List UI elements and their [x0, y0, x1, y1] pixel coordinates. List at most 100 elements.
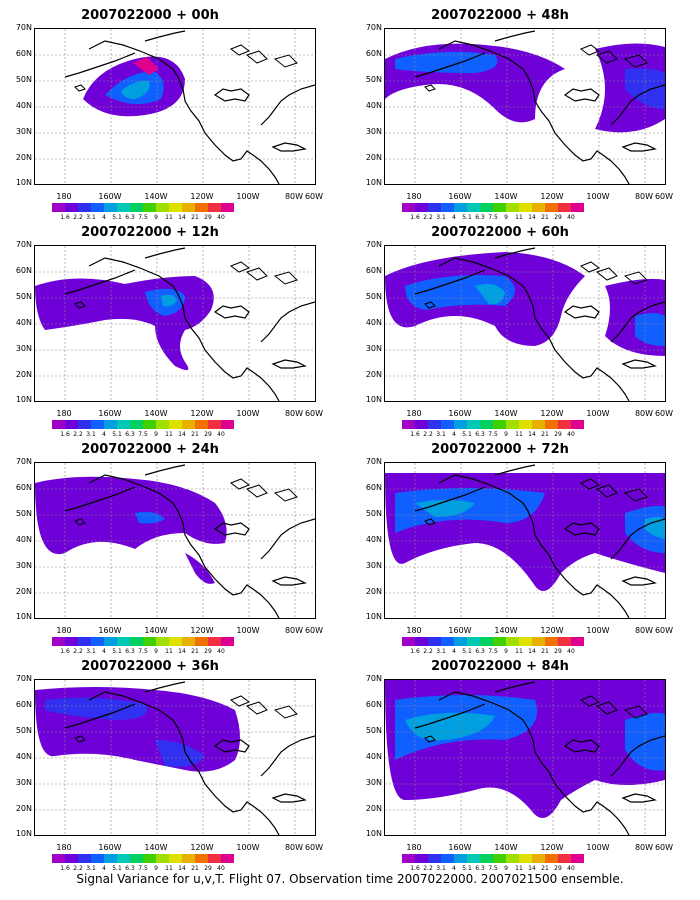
colorbar-label: 6.3 [475, 648, 485, 655]
colorbar-swatch [441, 203, 454, 212]
longitude-label: 60W [304, 626, 324, 635]
colorbar-swatch [441, 637, 454, 646]
colorbar-swatch [78, 637, 91, 646]
longitude-label: 100W [586, 409, 610, 418]
colorbar-label: 11 [515, 214, 523, 221]
longitude-label: 160W [448, 192, 472, 201]
colorbar-swatch [571, 854, 584, 863]
latitude-label: 10N [365, 178, 382, 187]
panel-title: 2007022000 + 72h [431, 442, 569, 457]
colorbar-label: 5.1 [462, 214, 472, 221]
latitude-label: 30N [365, 344, 382, 353]
longitude-label: 100W [236, 409, 260, 418]
map-frame [384, 28, 666, 185]
colorbar-label: 40 [567, 648, 575, 655]
colorbar-swatch [493, 203, 506, 212]
latitude-label: 40N [365, 535, 382, 544]
longitude-label: 120W [190, 626, 214, 635]
colorbar-label: 3.1 [86, 214, 96, 221]
variance-contour [133, 57, 159, 75]
colorbar-swatch [182, 637, 195, 646]
colorbar-label: 9 [154, 431, 158, 438]
colorbar-swatch [558, 203, 571, 212]
longitude-label: 140W [494, 192, 518, 201]
colorbar-label: 9 [154, 214, 158, 221]
colorbar-label: 3.1 [436, 648, 446, 655]
colorbar-label: 4 [452, 865, 456, 872]
colorbar-swatch [156, 854, 169, 863]
colorbar-swatch [428, 203, 441, 212]
longitude-label: 180 [406, 192, 422, 201]
colorbar-label: 6.3 [125, 431, 135, 438]
colorbar-label: 40 [217, 431, 225, 438]
colorbar-swatch [143, 420, 156, 429]
colorbar-swatch [78, 203, 91, 212]
variance-contour [45, 697, 147, 720]
longitude-label: 160W [448, 626, 472, 635]
variance-contour [35, 476, 227, 555]
coastline [414, 247, 665, 401]
colorbar-swatch [480, 637, 493, 646]
colorbar-label: 6.3 [475, 214, 485, 221]
variance-contour [121, 80, 150, 99]
latitude-label: 50N [365, 292, 382, 301]
colorbar-swatch [195, 854, 208, 863]
map-canvas [35, 29, 315, 184]
map-panel: 2007022000 + 72h 70N 60N 50N 40N 30N 20N 10N 180… [350, 442, 673, 655]
colorbar-label: 14 [528, 648, 536, 655]
longitude-label: 100W [236, 843, 260, 852]
colorbar-swatch [545, 637, 558, 646]
colorbar-label: 3.1 [436, 214, 446, 221]
colorbar-label: 29 [204, 431, 212, 438]
colorbar-label: 1.6 [60, 214, 70, 221]
latitude-label: 50N [15, 509, 32, 518]
latitude-label: 50N [365, 509, 382, 518]
colorbar-label: 3.1 [436, 431, 446, 438]
colorbar-label: 1.6 [410, 648, 420, 655]
colorbar-swatch [519, 203, 532, 212]
longitude-label: 80W [634, 843, 654, 852]
variance-contour [395, 488, 545, 533]
colorbar-label: 14 [528, 214, 536, 221]
colorbar-swatch [182, 854, 195, 863]
colorbar-swatch [130, 854, 143, 863]
map-frame [34, 462, 316, 619]
longitude-label: 80W [284, 843, 304, 852]
colorbar-label: 1.6 [410, 214, 420, 221]
colorbar-swatch [65, 637, 78, 646]
latitude-label: 30N [365, 127, 382, 136]
longitude-label: 60W [304, 409, 324, 418]
map-frame [384, 679, 666, 836]
panel-title: 2007022000 + 36h [81, 659, 219, 674]
colorbar-swatch [467, 854, 480, 863]
colorbar-swatch [402, 637, 415, 646]
colorbar-label: 29 [554, 214, 562, 221]
longitude-label: 100W [236, 192, 260, 201]
panel-title: 2007022000 + 84h [431, 659, 569, 674]
colorbar-label: 3.1 [436, 865, 446, 872]
latitude-label: 40N [15, 318, 32, 327]
latitude-label: 60N [15, 49, 32, 58]
latitude-label: 40N [15, 535, 32, 544]
colorbar-label: 21 [191, 214, 199, 221]
colorbar-label: 40 [567, 214, 575, 221]
longitude-label: 180 [56, 192, 72, 201]
colorbar-swatch [195, 420, 208, 429]
colorbar-swatch [91, 420, 104, 429]
longitude-label: 180 [56, 409, 72, 418]
colorbar-swatch [506, 420, 519, 429]
latitude-label: 30N [15, 561, 32, 570]
latitude-label: 40N [15, 752, 32, 761]
variance-contour [185, 553, 215, 584]
colorbar-swatch [545, 854, 558, 863]
latitude-label: 60N [15, 483, 32, 492]
longitude-label: 180 [56, 843, 72, 852]
coastline [414, 30, 665, 184]
colorbar-swatch [558, 637, 571, 646]
latitude-label: 70N [365, 23, 382, 32]
latitude-label: 20N [365, 370, 382, 379]
colorbar-swatch [467, 420, 480, 429]
colorbar-swatch [454, 420, 467, 429]
longitude-label: 120W [540, 843, 564, 852]
colorbar-label: 21 [191, 865, 199, 872]
